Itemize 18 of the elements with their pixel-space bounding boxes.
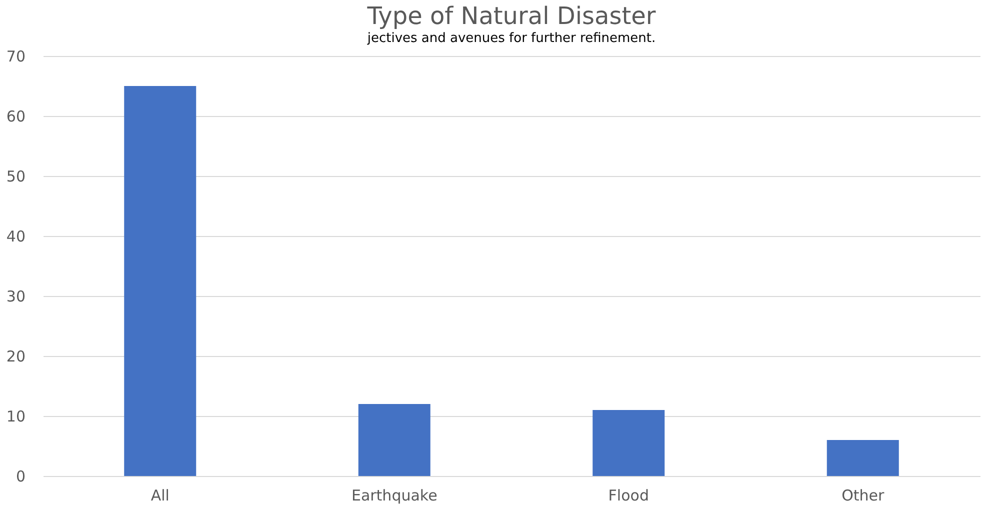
- bar: [358, 404, 430, 476]
- y-tick-label: 70: [6, 48, 26, 66]
- y-tick-label: 40: [6, 228, 26, 246]
- y-tick-label: 60: [6, 108, 26, 126]
- y-tick-label: 10: [6, 408, 26, 426]
- bar: [124, 86, 196, 476]
- y-tick-label: 30: [6, 288, 26, 306]
- text: jectives and avenues for further refinement.: [366, 31, 656, 46]
- x-tick-label: Earthquake: [351, 486, 438, 504]
- x-tick-label: All: [150, 486, 170, 504]
- bar: [826, 440, 899, 476]
- chart-title: Type of Natural Disaster: [366, 2, 656, 30]
- y-tick-label: 0: [16, 468, 26, 486]
- x-tick-label: Other: [842, 486, 885, 504]
- y-tick-label: 20: [6, 348, 26, 366]
- x-tick-label: Flood: [608, 486, 649, 504]
- y-tick-label: 50: [6, 168, 26, 186]
- bar: [592, 410, 665, 476]
